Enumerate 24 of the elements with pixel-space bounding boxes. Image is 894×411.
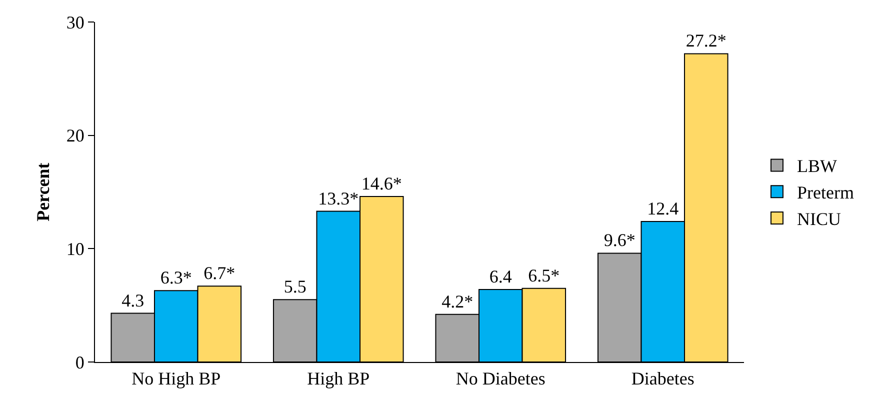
- legend-label: Preterm: [796, 182, 854, 203]
- y-tick-label: 30: [66, 12, 84, 32]
- data-label: 6.4: [489, 266, 512, 286]
- data-label: 6.7*: [204, 263, 236, 284]
- data-label: 6.5*: [528, 265, 560, 286]
- data-label: 13.3*: [318, 188, 359, 208]
- data-label: 14.6*: [361, 174, 402, 194]
- y-axis-title: Percent: [33, 162, 53, 222]
- y-tick-label: 20: [66, 126, 84, 146]
- x-tick-label: Diabetes: [631, 368, 694, 389]
- x-tick-label: No Diabetes: [456, 368, 546, 389]
- x-tick-label: High BP: [307, 368, 370, 389]
- x-tick-label: No High BP: [132, 368, 221, 389]
- legend-label: NICU: [796, 209, 841, 230]
- legend-label: LBW: [796, 156, 837, 176]
- data-label: 4.2*: [442, 291, 474, 312]
- data-label: 4.3: [122, 290, 144, 310]
- y-tick-label: 10: [66, 238, 84, 259]
- data-label: 5.5: [284, 276, 306, 297]
- data-label: 9.6*: [604, 230, 636, 250]
- y-tick-label: 0: [75, 352, 84, 372]
- data-label: 12.4: [647, 198, 679, 218]
- data-label: 27.2*: [686, 30, 726, 51]
- data-label: 6.3*: [160, 268, 192, 288]
